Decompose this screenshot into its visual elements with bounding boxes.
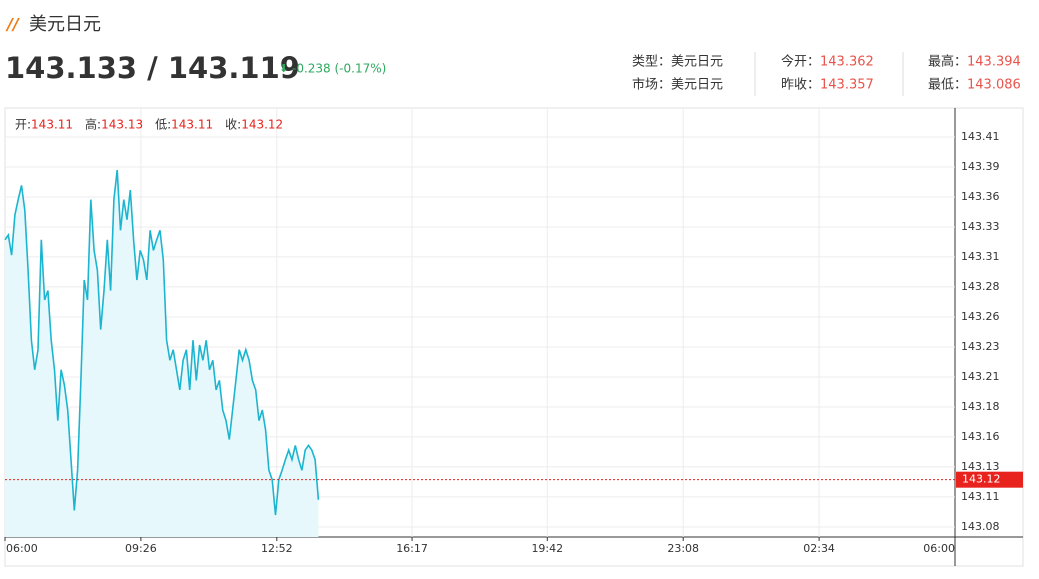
y-tick-label: 143.08: [961, 520, 1000, 533]
y-tick-label: 143.39: [961, 160, 1000, 173]
x-tick-label: 02:34: [803, 542, 835, 555]
y-tick-label: 143.13: [961, 460, 1000, 473]
line: [4, 169, 320, 516]
info-value: 美元日元: [671, 78, 723, 93]
ohlc-value: 143.11: [171, 118, 213, 132]
ohlc-label: 开:: [15, 118, 31, 132]
ohlc-value: 143.13: [101, 118, 143, 132]
y-tick-label: 143.23: [961, 340, 1000, 353]
x-tick-label: 16:17: [396, 542, 428, 555]
area: [5, 170, 319, 537]
down-arrow: ⬇: [279, 62, 288, 75]
x-tick-label: 06:00: [6, 542, 38, 555]
info-label: 最高：: [928, 54, 967, 70]
info-label: 今开：: [781, 54, 820, 70]
info-value: 143.086: [967, 78, 1021, 93]
info-label: 类型：: [632, 55, 671, 70]
info-value: 美元日元: [671, 55, 723, 70]
ohlc-value: 143.12: [241, 118, 283, 132]
x-tick-label: 23:08: [667, 542, 699, 555]
info-value: 143.394: [967, 55, 1021, 70]
ohlc-label: 收:: [225, 118, 241, 132]
y-tick-label: 143.41: [961, 130, 1000, 143]
y-tick-label: 143.28: [961, 280, 1000, 293]
y-tick-label: 143.36: [961, 190, 1000, 203]
title-icon: //: [5, 15, 20, 34]
x-tick-label: 19:42: [531, 542, 563, 555]
ohlc-label: 高:: [85, 117, 101, 132]
ohlc-label: 低:: [155, 118, 171, 132]
last-price-box: [956, 471, 1023, 488]
y-tick-label: 143.18: [961, 400, 1000, 413]
info-value: 143.357: [820, 78, 874, 93]
x-tick-label: 09:26: [125, 542, 157, 555]
y-tick-label: 143.31: [961, 250, 1000, 263]
info-value: 143.362: [820, 55, 874, 70]
quote: 143.133 / 143.119: [5, 51, 300, 85]
title: 美元日元: [29, 14, 101, 35]
x-tick-label: 06:00: [923, 542, 955, 555]
info-label: 市场：: [632, 77, 671, 93]
y-tick-label: 143.11: [961, 490, 1000, 503]
y-tick-label: 143.16: [961, 430, 1000, 443]
y-tick-label: 143.26: [961, 310, 1000, 323]
last-price-label: 143.12: [962, 473, 1001, 486]
y-tick-label: 143.21: [961, 370, 1000, 383]
info-label: 最低：: [928, 78, 967, 93]
change: -0.238 (-0.17%): [292, 62, 386, 76]
ohlc-value: 143.11: [31, 118, 73, 132]
y-tick-label: 143.33: [961, 220, 1000, 233]
x-tick-label: 12:52: [261, 542, 293, 555]
info-label: 昨收：: [781, 78, 820, 93]
